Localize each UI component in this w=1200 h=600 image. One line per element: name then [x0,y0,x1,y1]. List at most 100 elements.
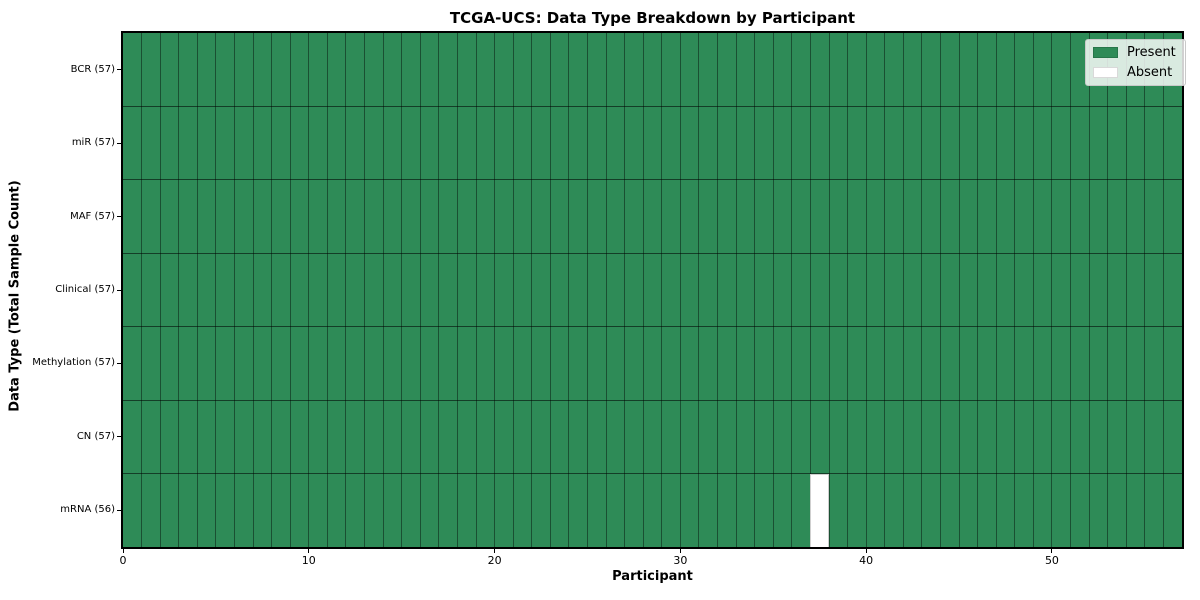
y-tick-label: CN (57) [76,430,115,442]
cell-gridline-vertical [1032,33,1034,547]
y-tick-label: BCR (57) [70,63,115,75]
cell-gridline-vertical [456,33,458,547]
x-tick-label: 40 [859,554,874,567]
cell-gridline-vertical [549,33,551,547]
legend-entry-present: Present [1093,45,1176,60]
x-tick-mark [1051,549,1053,553]
legend-label-absent: Absent [1127,65,1173,80]
x-tick-label: 20 [487,554,502,567]
cell-gridline-vertical [326,33,328,547]
cell-gridline-vertical [995,33,997,547]
cell-gridline-vertical [382,33,384,547]
x-tick-mark [122,549,124,553]
cell-gridline-vertical [754,33,756,547]
x-tick-mark [865,549,867,553]
cell-gridline-vertical [1125,33,1127,547]
chart-title: TCGA-UCS: Data Type Breakdown by Partici… [449,9,856,27]
cell-gridline-vertical [401,33,403,547]
cell-gridline-vertical [1051,33,1053,547]
y-tick-mark [117,289,121,291]
present-swatch-icon [1093,47,1118,58]
cell-gridline-vertical [921,33,923,547]
y-tick-mark [117,436,121,438]
legend-label-present: Present [1127,45,1176,60]
cell-gridline-vertical [698,33,700,547]
cell-gridline-vertical [902,33,904,547]
cell-gridline-vertical [809,33,811,547]
cell-gridline-vertical [568,33,570,547]
y-tick-label: mRNA (56) [60,504,115,516]
cell-gridline-vertical [233,33,235,547]
cell-gridline-vertical [847,33,849,547]
cell-gridline-vertical [531,33,533,547]
cell-gridline-vertical [828,33,830,547]
row-gridline-horizontal [123,399,1182,401]
cell-gridline-vertical [679,33,681,547]
cell-gridline-vertical [1107,33,1109,547]
cell-gridline-vertical [939,33,941,547]
cell-gridline-vertical [419,33,421,547]
y-tick-mark [117,216,121,218]
y-tick-labels: BCR (57) miR (57) MAF (57) Clinical (57) Met… [0,33,115,547]
x-tick-mark [679,549,681,553]
cell-gridline-vertical [438,33,440,547]
cell-gridline-vertical [308,33,310,547]
cell-gridline-vertical [196,33,198,547]
cell-gridline-vertical [586,33,588,547]
cell-gridline-vertical [512,33,514,547]
cell-gridline-vertical [1014,33,1016,547]
cell-gridline-vertical [289,33,291,547]
y-tick-label: miR (57) [71,137,115,149]
cell-gridline-vertical [1088,33,1090,547]
cell-gridline-vertical [1162,33,1164,547]
cell-gridline-vertical [977,33,979,547]
cell-gridline-vertical [717,33,719,547]
cell-gridline-vertical [958,33,960,547]
absent-cell [809,474,830,547]
cell-gridline-vertical [252,33,254,547]
cell-gridline-vertical [735,33,737,547]
cell-gridline-vertical [884,33,886,547]
cell-gridline-vertical [159,33,161,547]
cell-gridline-vertical [605,33,607,547]
x-tick-label: 50 [1044,554,1059,567]
plot-area [123,33,1182,547]
x-tick-label: 10 [301,554,316,567]
x-axis-label: Participant [612,569,693,584]
cell-gridline-vertical [141,33,143,547]
y-tick-label: Methylation (57) [32,357,115,369]
x-tick-mark [494,549,496,553]
y-tick-label: Clinical (57) [55,284,115,295]
cell-gridline-vertical [271,33,273,547]
row-gridline-horizontal [123,179,1182,181]
cell-gridline-vertical [178,33,180,547]
legend-entry-absent: Absent [1093,65,1176,80]
cell-gridline-vertical [624,33,626,547]
x-tick-label: 30 [673,554,688,567]
y-tick-label: MAF (57) [70,210,115,222]
cell-gridline-vertical [1070,33,1072,547]
cell-gridline-vertical [494,33,496,547]
row-gridline-horizontal [123,252,1182,254]
cell-gridline-vertical [772,33,774,547]
absent-swatch-icon [1093,67,1118,78]
cell-gridline-vertical [345,33,347,547]
cell-gridline-vertical [865,33,867,547]
y-tick-mark [117,509,121,511]
cell-gridline-vertical [791,33,793,547]
cell-gridline-vertical [1144,33,1146,547]
x-tick-mark [308,549,310,553]
y-tick-mark [117,69,121,71]
row-gridline-horizontal [123,473,1182,475]
y-tick-mark [117,362,121,364]
cell-gridline-vertical [475,33,477,547]
cell-gridline-vertical [364,33,366,547]
row-gridline-horizontal [123,326,1182,328]
x-tick-label: 0 [119,554,127,567]
y-tick-mark [117,142,121,144]
cell-gridline-vertical [661,33,663,547]
cell-gridline-vertical [215,33,217,547]
row-gridline-horizontal [123,105,1182,107]
legend: Present Absent [1085,39,1186,86]
